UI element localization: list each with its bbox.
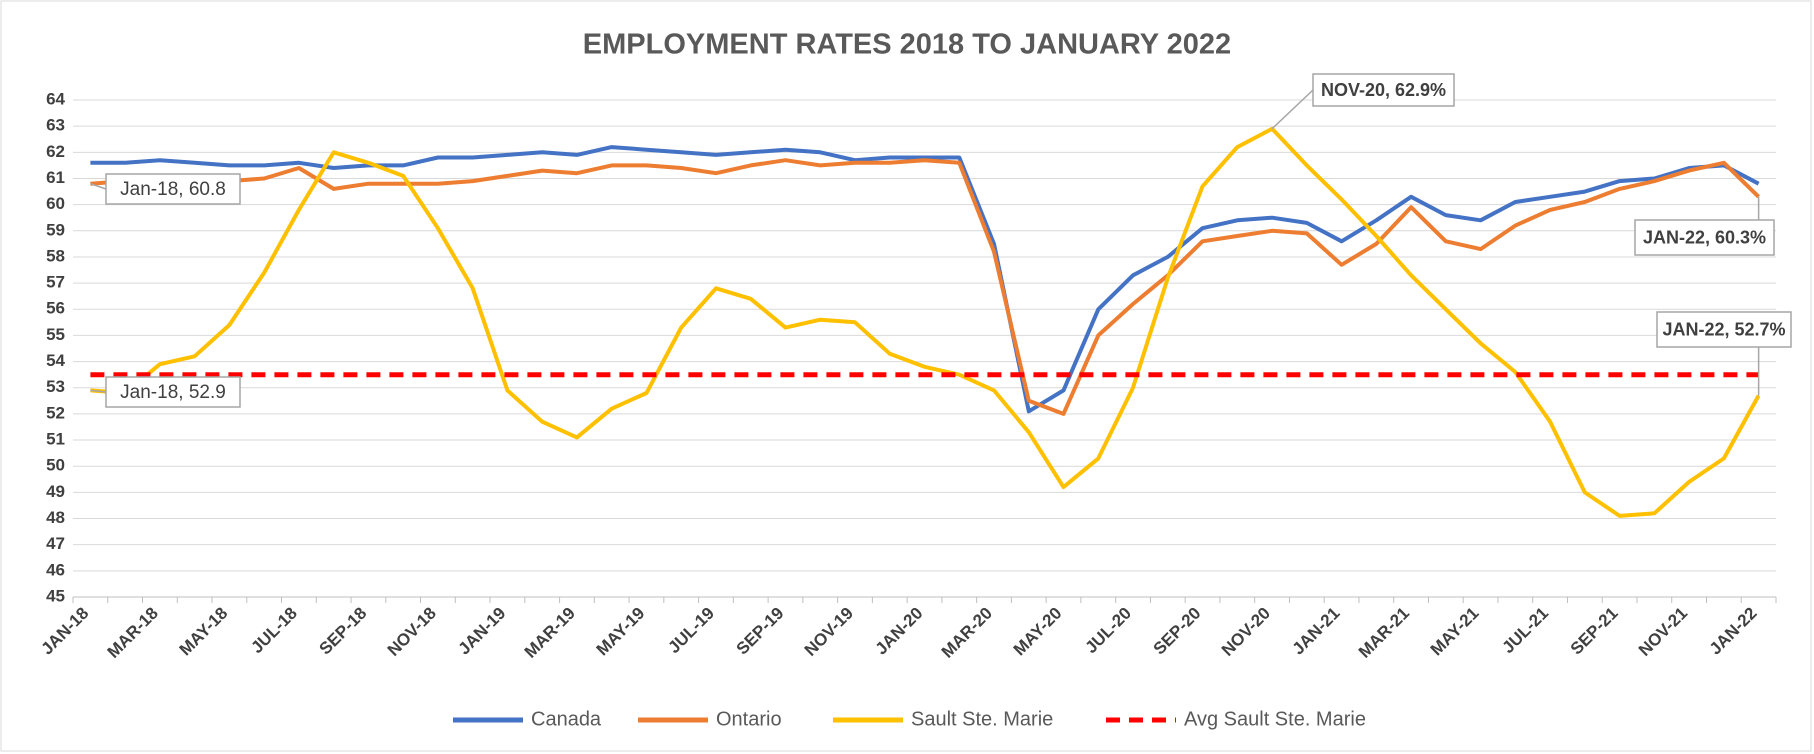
legend-label: Ontario [716,708,782,730]
y-tick-label: 49 [46,482,65,501]
annotation-box [1634,219,1775,256]
legend-label: Canada [531,708,602,730]
y-tick-label: 52 [46,403,65,422]
legend-label: Sault Ste. Marie [911,708,1053,730]
annotation-box [105,173,241,205]
series-line [90,126,1761,518]
annotation-box [105,376,241,408]
annotation-box [1656,311,1792,348]
annotation-label: NOV-20, 62.9% [1321,80,1446,100]
legend-label: Avg Sault Ste. Marie [1184,708,1366,730]
y-tick-label: 57 [46,273,65,292]
y-tick-label: 62 [46,142,65,161]
annotation-label: JAN-22, 52.7% [1662,319,1785,339]
y-tick-label: 50 [46,456,65,475]
annotation-leader [1271,89,1314,130]
annotation-leader [90,182,107,190]
annotation-label: Jan-18, 52.9 [120,382,226,403]
y-tick-label: 61 [46,168,65,187]
chart-title: EMPLOYMENT RATES 2018 TO JANUARY 2022 [583,29,1231,61]
y-tick-label: 55 [46,325,65,344]
annotation-box [1312,73,1455,107]
y-tick-label: 46 [46,560,65,579]
y-tick-label: 53 [46,377,65,396]
annotation-label: Jan-18, 60.8 [120,179,226,200]
y-tick-label: 56 [46,299,65,318]
y-tick-label: 60 [46,194,65,213]
annotation-leader [90,389,107,393]
y-tick-label: 54 [46,351,65,370]
y-tick-label: 47 [46,534,65,553]
y-tick-label: 59 [46,220,65,239]
y-tick-label: 48 [46,508,65,527]
series-line [90,145,1760,414]
y-tick-label: 63 [46,116,65,135]
y-tick-label: 45 [46,586,65,605]
y-tick-label: 58 [46,246,65,265]
y-tick-label: 64 [46,89,65,108]
series-line [90,158,1760,416]
y-tick-label: 51 [46,430,65,449]
annotation-label: JAN-22, 60.3% [1643,227,1766,247]
